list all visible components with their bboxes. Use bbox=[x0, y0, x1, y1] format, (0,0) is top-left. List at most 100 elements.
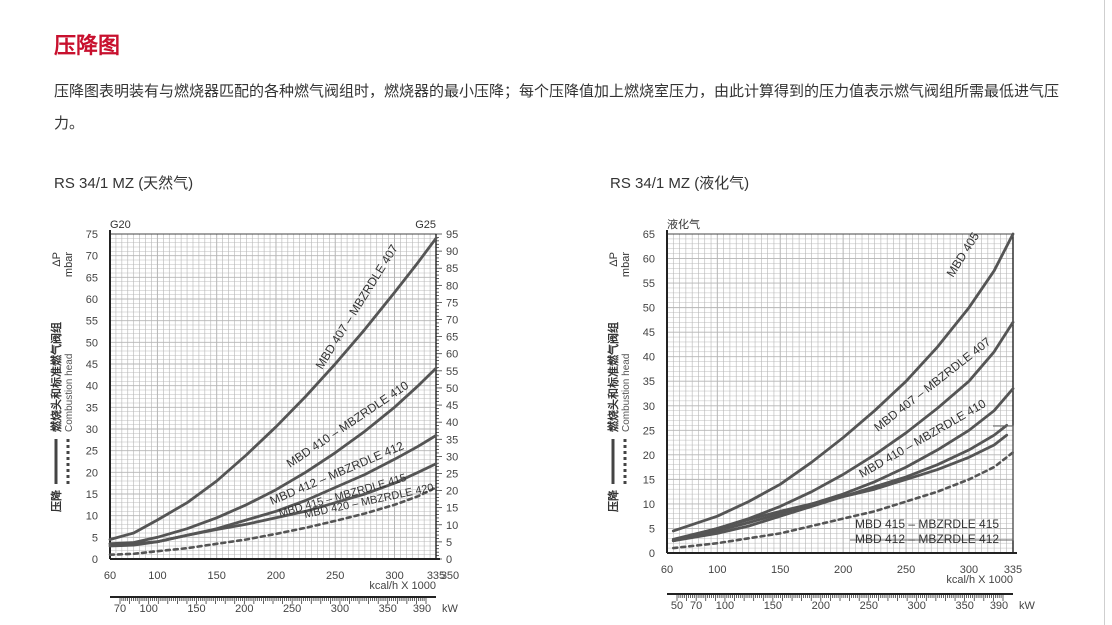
chart1-y2-tick-label: 15 bbox=[446, 503, 458, 515]
chart1-y-tick-label: 5 bbox=[92, 532, 98, 544]
chart2-kw-tick-label: 250 bbox=[860, 600, 878, 612]
chart2-series-line-1 bbox=[671, 232, 1015, 533]
chart1-side-label-cn: 燃烧头和标准燃气阀组 bbox=[49, 322, 63, 433]
chart1-side-label-drop: 压降 bbox=[49, 489, 63, 512]
chart1-y2-tick-label: 60 bbox=[446, 349, 458, 361]
chart1-y2-tick-label: 40 bbox=[446, 417, 458, 429]
page-title: 压降图 bbox=[54, 33, 121, 58]
chart2-series-bracket bbox=[850, 425, 1014, 541]
chart1-y2-tick-label: 45 bbox=[446, 400, 458, 412]
chart1-y-tick-label: 65 bbox=[86, 272, 98, 284]
chart1-y-tick-label: 50 bbox=[86, 337, 98, 349]
chart1-series-label-1: MBD 407 – MBZRDLE 407 bbox=[313, 242, 401, 372]
chart2-gas-left-label: 液化气 bbox=[667, 217, 700, 231]
chart1-y-tick-label: 0 bbox=[92, 554, 98, 566]
chart1-y2-tick-label: 75 bbox=[446, 297, 458, 309]
chart1-kw-tick-label: 150 bbox=[187, 603, 205, 615]
chart1-x-tick-label: 100 bbox=[148, 570, 166, 582]
chart2-x-tick-label: 150 bbox=[771, 564, 789, 576]
chart-title-lpg: RS 34/1 MZ (液化气) bbox=[610, 175, 750, 192]
chart1-kw-tick-label: 300 bbox=[331, 603, 349, 615]
chart1-y-tick-label: 60 bbox=[86, 294, 98, 306]
chart1-y-tick-label: 30 bbox=[86, 424, 98, 436]
chart1-y2-tick-label: 80 bbox=[446, 280, 458, 292]
chart1-x-tick-label: 150 bbox=[208, 570, 226, 582]
chart1-series-line-4 bbox=[108, 462, 438, 548]
chart1-kw-unit: kW bbox=[442, 603, 459, 615]
chart1-y2-tick-label: 70 bbox=[446, 315, 458, 327]
chart2-kw-tick-label: 70 bbox=[690, 600, 702, 612]
chart1-y2-tick-label: 35 bbox=[446, 434, 458, 446]
chart1-y-tick-label: 20 bbox=[86, 467, 98, 479]
chart1-x-tick-label: 335 bbox=[427, 570, 445, 582]
chart2-y-tick-label: 40 bbox=[643, 352, 655, 364]
chart2-side-label-drop: 压降 bbox=[606, 489, 620, 512]
chart2-y-tick-label: 5 bbox=[649, 523, 655, 535]
chart1-y2-tick-label: 0 bbox=[446, 554, 452, 566]
chart1-x-tick-label: 250 bbox=[326, 570, 344, 582]
chart2-kw-tick-label: 390 bbox=[990, 600, 1008, 612]
page-description: 压降图表明装有与燃烧器匹配的各种燃气阀组时，燃烧器的最小压降；每个压降值加上燃烧… bbox=[54, 83, 1060, 132]
chart1-y2-tick-label: 65 bbox=[446, 332, 458, 344]
chart1-kw-tick-label: 350 bbox=[379, 603, 397, 615]
chart2-series-line-6 bbox=[671, 451, 1015, 550]
chart1-y2-tick-label: 90 bbox=[446, 246, 458, 258]
chart1-kw-tick-label: 100 bbox=[140, 603, 158, 615]
chart1-y2-tick-label: 85 bbox=[446, 263, 458, 275]
chart2-kw-tick-label: 200 bbox=[812, 600, 830, 612]
chart2-kw-tick-label: 50 bbox=[671, 600, 683, 612]
chart1-series-line-2 bbox=[108, 366, 438, 546]
chart2-kw-unit: kW bbox=[1019, 600, 1036, 612]
chart1-y-tick-label: 25 bbox=[86, 446, 98, 458]
chart2-y-tick-label: 60 bbox=[643, 254, 655, 266]
chart2-kw-tick-label: 350 bbox=[955, 600, 973, 612]
chart2-kw-tick-label: 150 bbox=[764, 600, 782, 612]
chart2-y-tick-label: 10 bbox=[643, 499, 655, 511]
chart2-y-tick-label: 0 bbox=[649, 548, 655, 560]
chart2-series-line-5 bbox=[671, 433, 1009, 543]
chart1-y2-tick-label: 55 bbox=[446, 366, 458, 378]
chart1-series-line-1 bbox=[108, 236, 438, 541]
chart1-x-tick-label: 200 bbox=[267, 570, 285, 582]
chart2-y-tick-label: 15 bbox=[643, 474, 655, 486]
chart1-y-tick-label: 75 bbox=[86, 229, 98, 241]
chart1-x-axis-unit: kcal/h X 1000 bbox=[369, 580, 436, 592]
chart2-side-label-cn: 燃烧头和标准燃气阀组 bbox=[606, 322, 620, 433]
chart2-y-tick-label: 55 bbox=[643, 278, 655, 290]
chart2-y-tick-label: 50 bbox=[643, 303, 655, 315]
chart1-y-tick-label: 45 bbox=[86, 359, 98, 371]
chart1-kw-tick-label: 70 bbox=[114, 603, 126, 615]
chart2-y-tick-label: 35 bbox=[643, 376, 655, 388]
chart1-y2-tick-label: 20 bbox=[446, 486, 458, 498]
chart1-y-tick-label: 35 bbox=[86, 402, 98, 414]
chart2-y-axis-symbol: ΔP bbox=[608, 252, 620, 267]
chart2-x-tick-label: 300 bbox=[960, 564, 978, 576]
chart-title-natural-gas: RS 34/1 MZ (天然气) bbox=[54, 175, 194, 192]
chart2-series-label-4: MBD 415 – MBZRDLE 415 bbox=[855, 517, 999, 531]
chart1-y-tick-label: 70 bbox=[86, 251, 98, 263]
chart1-gas-left-label: G20 bbox=[110, 219, 131, 231]
chart1-x-end-label: 350 bbox=[441, 570, 459, 582]
chart2-y-tick-label: 20 bbox=[643, 450, 655, 462]
chart2-y-tick-label: 45 bbox=[643, 327, 655, 339]
chart1-y2-tick-label: 30 bbox=[446, 451, 458, 463]
chart2-kw-tick-label: 100 bbox=[716, 600, 734, 612]
chart2-y-tick-label: 25 bbox=[643, 425, 655, 437]
chart1-y2-tick-label: 5 bbox=[446, 537, 452, 549]
chart1-kw-tick-label: 200 bbox=[235, 603, 253, 615]
chart2-series-label-5: MBD 412 – MBZRDLE 412 bbox=[855, 532, 999, 546]
chart1-kw-tick-label: 390 bbox=[413, 603, 431, 615]
chart1-y-tick-label: 10 bbox=[86, 511, 98, 523]
chart2-x-tick-label: 100 bbox=[708, 564, 726, 576]
right-divider bbox=[1104, 0, 1105, 625]
chart1-y2-tick-label: 50 bbox=[446, 383, 458, 395]
chart1-y-tick-label: 55 bbox=[86, 316, 98, 328]
chart2-y-tick-label: 30 bbox=[643, 401, 655, 413]
chart1-gas-right-label: G25 bbox=[415, 219, 436, 231]
chart2-x-axis-unit: kcal/h X 1000 bbox=[946, 574, 1013, 586]
chart1-y-axis-unit: mbar bbox=[63, 252, 75, 277]
chart1-y2-tick-label: 95 bbox=[446, 229, 458, 241]
chart2-x-tick-label: 250 bbox=[897, 564, 915, 576]
chart2-kw-tick-label: 300 bbox=[908, 600, 926, 612]
